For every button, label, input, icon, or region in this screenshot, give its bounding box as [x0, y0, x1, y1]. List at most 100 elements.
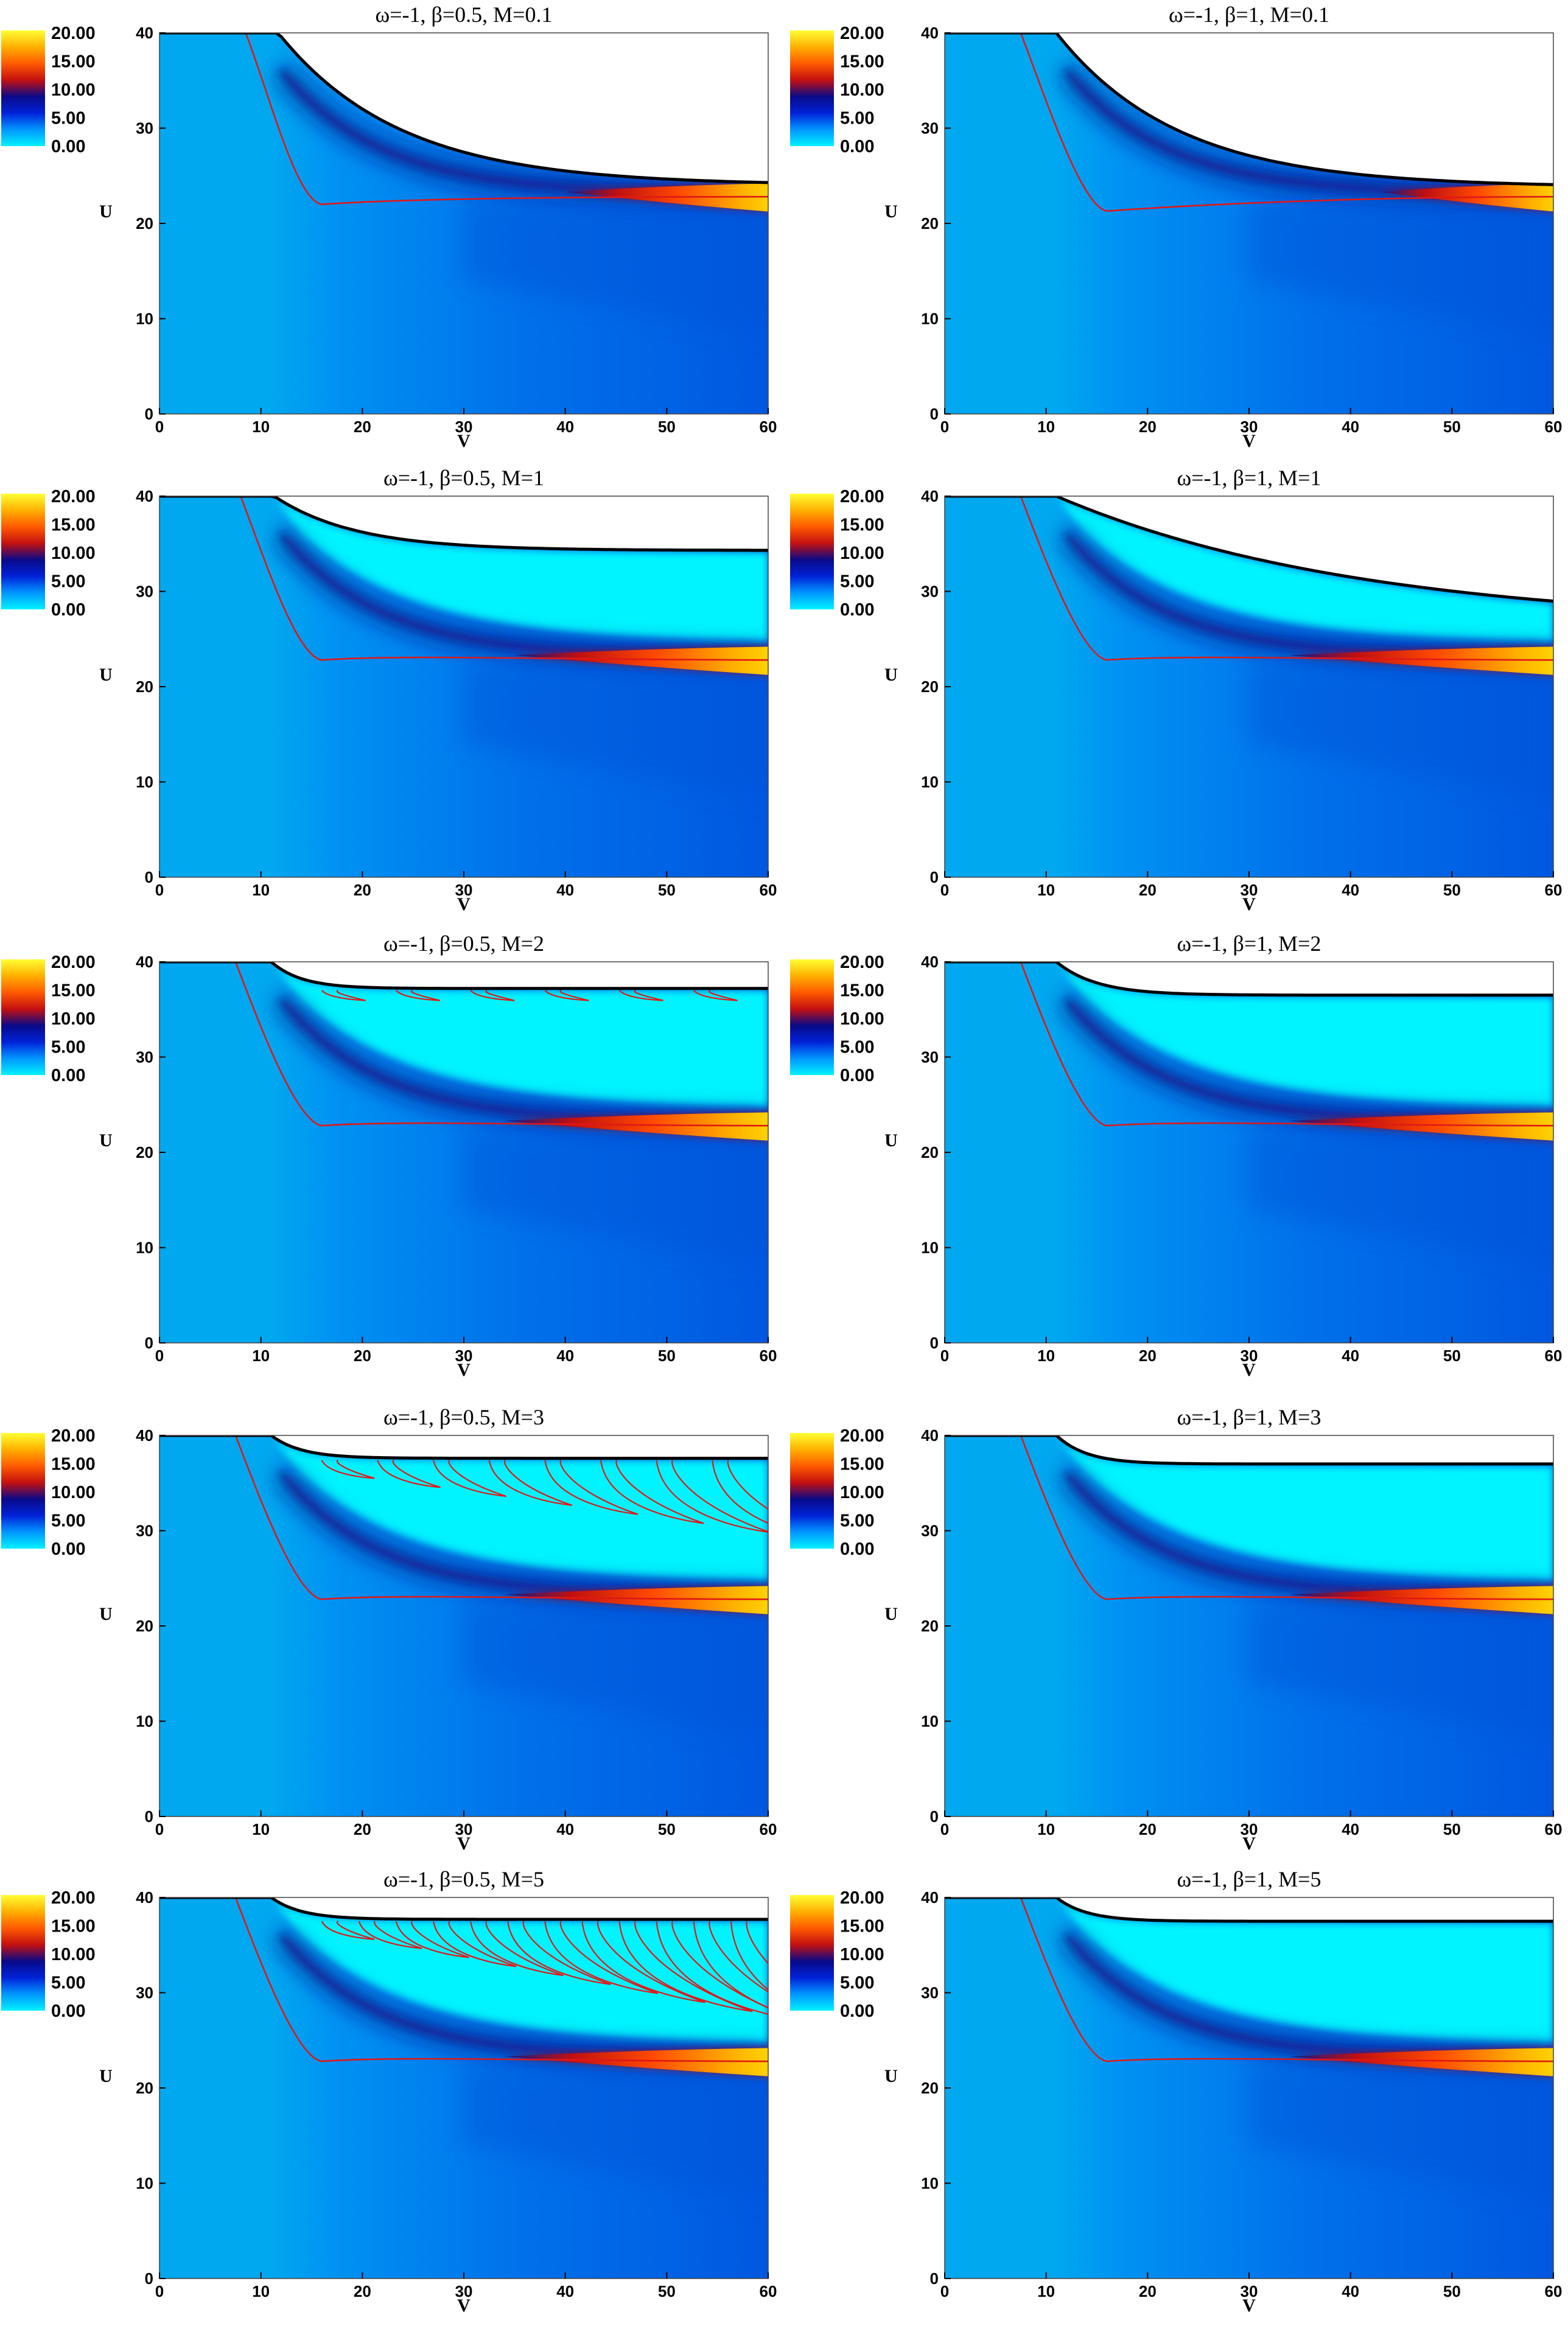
y-axis-title: U — [99, 201, 113, 222]
oscillation-lobe — [730, 1921, 768, 1991]
x-tick-label: 20 — [1139, 881, 1157, 899]
hot-band — [504, 2048, 768, 2077]
y-tick-label: 20 — [136, 2079, 153, 2097]
field-region — [945, 962, 1553, 1343]
chart-panel: 20.00 15.00 10.00 5.00 0.00 0 10 20 30 40 50 60 0 10 2… — [1, 1867, 777, 2316]
x-tick-label: 30 — [1241, 418, 1258, 436]
x-tick-label: 60 — [1545, 881, 1563, 899]
field-region — [945, 1435, 1553, 1816]
x-tick-label: 20 — [354, 881, 371, 899]
y-tick-label: 20 — [136, 214, 153, 233]
colorbar-tick-label: 10.00 — [840, 1945, 884, 1964]
plot-area — [945, 1435, 1553, 1816]
chart-panel: 20.00 15.00 10.00 5.00 0.00 0 10 20 30 40 50 60 0 10 2… — [1, 1405, 777, 1854]
x-tick-label: 10 — [1037, 1347, 1055, 1365]
x-tick-label: 50 — [1443, 881, 1461, 899]
oscillation-lobe — [358, 1921, 422, 1949]
x-tick-label: 40 — [556, 2282, 574, 2300]
colorbar — [790, 494, 834, 609]
y-tick-label: 30 — [136, 119, 153, 138]
y-tick-label: 40 — [136, 24, 153, 42]
x-tick-label: 50 — [1443, 418, 1461, 436]
oscillation-lobe — [581, 1921, 705, 2003]
y-tick-label: 0 — [145, 2269, 153, 2288]
colorbar-tick-label: 0.00 — [51, 1066, 85, 1085]
plot-area — [159, 1435, 768, 1816]
y-axis-title: U — [99, 2066, 113, 2086]
plot-area — [159, 1897, 768, 2279]
panel-title: ω=-1, β=1, M=2 — [1177, 931, 1321, 956]
y-axis-title: U — [884, 2066, 898, 2086]
x-tick-label: 0 — [155, 881, 164, 899]
y-tick-label: 30 — [921, 583, 939, 601]
y-tick-label: 0 — [930, 1807, 939, 1826]
colorbar-tick-label: 10.00 — [51, 1945, 96, 1964]
y-tick-label: 10 — [921, 310, 939, 328]
colorbar-tick-label: 15.00 — [840, 52, 884, 72]
colorbar — [790, 30, 834, 146]
bright-region — [1056, 496, 1553, 644]
colorbar — [790, 1433, 834, 1549]
colorbar-tick-label: 15.00 — [840, 981, 884, 1001]
x-axis-title: V — [1242, 1360, 1256, 1380]
x-tick-label: 60 — [1545, 1820, 1563, 1838]
colorbar-tick-label: 15.00 — [51, 981, 96, 1001]
y-tick-label: 30 — [921, 119, 939, 138]
x-tick-label: 0 — [155, 418, 164, 436]
colorbar-tick-label: 15.00 — [840, 1455, 884, 1474]
colorbar-tick-label: 5.00 — [840, 1512, 874, 1531]
contour-line — [240, 496, 768, 661]
x-tick-label: 60 — [1545, 418, 1563, 436]
y-tick-label: 0 — [930, 868, 939, 886]
colorbar-tick-label: 10.00 — [840, 544, 884, 563]
x-axis-title: V — [457, 894, 471, 914]
oscillation-lobe — [544, 1459, 639, 1515]
colorbar-tick-label: 15.00 — [840, 1917, 884, 1936]
colorbar — [790, 1895, 834, 2011]
plot-area — [159, 962, 768, 1343]
y-tick-label: 30 — [921, 1522, 939, 1540]
colorbar-tick-label: 10.00 — [840, 80, 884, 100]
colorbar-tick-label: 0.00 — [840, 2002, 874, 2021]
colorbar-tick-label: 0.00 — [840, 1540, 874, 1559]
colorbar — [1, 494, 45, 609]
contour-line — [1020, 1435, 1553, 1600]
y-tick-label: 0 — [145, 1807, 153, 1826]
y-tick-label: 10 — [136, 1239, 153, 1257]
oscillation-lobe — [618, 1921, 753, 2012]
plot-area — [159, 496, 768, 877]
chart-panel: 20.00 15.00 10.00 5.00 0.00 0 10 20 30 40 50 60 0 10 2… — [790, 1405, 1562, 1854]
bright-region — [274, 496, 768, 644]
hot-band — [1289, 1112, 1553, 1141]
colorbar — [1, 1433, 45, 1549]
oscillation-lobe — [470, 1921, 564, 1977]
contour-line — [245, 33, 768, 206]
y-axis-title: U — [884, 665, 898, 685]
oscillation-lobe — [395, 1921, 469, 1958]
x-tick-label: 40 — [1342, 881, 1359, 899]
colorbar-tick-label: 5.00 — [51, 109, 85, 128]
y-tick-label: 0 — [930, 405, 939, 423]
oscillation-lobe — [432, 1921, 517, 1967]
x-tick-label: 20 — [1139, 418, 1157, 436]
x-tick-label: 50 — [658, 881, 676, 899]
colorbar-tick-label: 0.00 — [51, 2002, 85, 2021]
colorbar-tick-label: 5.00 — [840, 1038, 874, 1057]
y-tick-label: 30 — [136, 1048, 153, 1067]
oscillation-lobe — [544, 1921, 659, 1994]
chart-panel: 20.00 15.00 10.00 5.00 0.00 0 10 20 30 40 50 60 0 10 2… — [790, 1867, 1562, 2316]
x-tick-label: 50 — [658, 2282, 676, 2300]
oscillation-lobe — [693, 989, 738, 1001]
y-tick-label: 30 — [136, 1522, 153, 1540]
colorbar — [1, 1895, 45, 2011]
colorbar-tick-label: 15.00 — [51, 1917, 96, 1936]
colorbar-tick-label: 15.00 — [51, 516, 96, 535]
colorbar-tick-label: 20.00 — [51, 487, 96, 506]
oscillation-lobe — [693, 1921, 768, 2009]
x-tick-label: 30 — [455, 2282, 473, 2300]
x-tick-label: 20 — [354, 1820, 371, 1838]
x-tick-label: 0 — [940, 1347, 949, 1365]
colorbar-tick-label: 10.00 — [51, 1009, 96, 1029]
contour-line — [234, 962, 768, 1127]
y-axis-title: U — [99, 665, 113, 685]
